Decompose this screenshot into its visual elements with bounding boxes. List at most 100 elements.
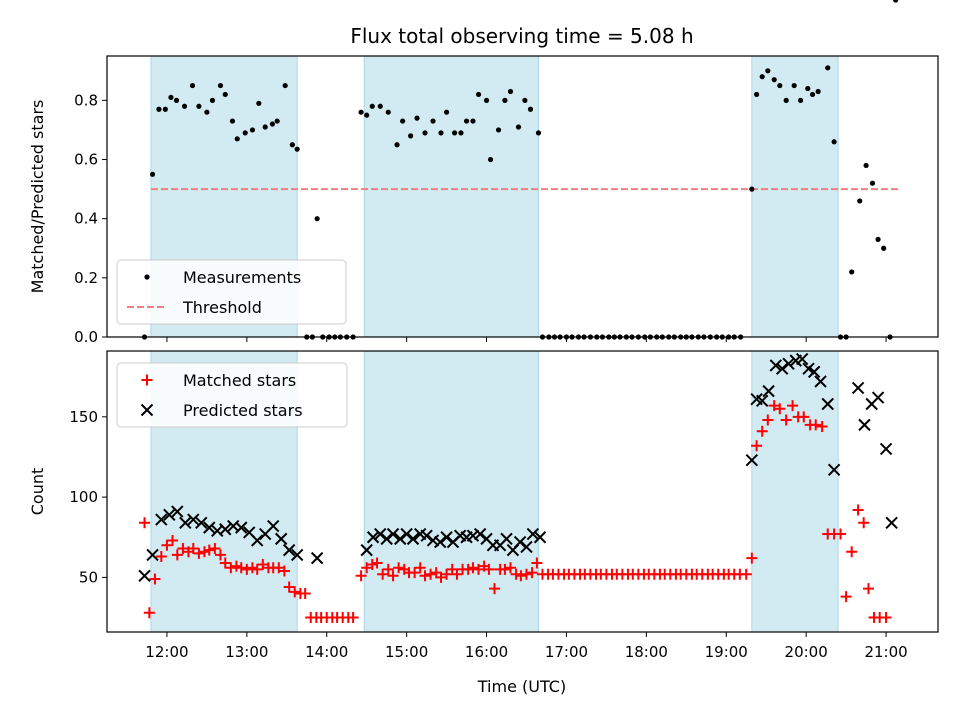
data-point: [400, 527, 413, 541]
data-point: [358, 109, 364, 115]
data-point: [880, 612, 892, 624]
data-point: [816, 420, 828, 432]
data-point: [257, 559, 269, 571]
data-point: [858, 517, 870, 529]
observing-window: [363, 350, 539, 633]
data-point: [377, 103, 383, 109]
data-point: [775, 362, 789, 375]
data-point: [171, 505, 184, 518]
data-point: [420, 529, 433, 542]
data-point: [495, 127, 502, 133]
legend: Matched stars Predicted stars: [116, 362, 348, 428]
data-point: [507, 88, 514, 95]
data-point: [441, 568, 453, 580]
x-tick-label: 19:00: [705, 643, 748, 661]
data-point: [831, 139, 837, 145]
data-point: [290, 548, 304, 562]
data-point: [430, 567, 442, 579]
x-tick-label: 21:00: [864, 643, 907, 661]
data-point: [440, 531, 453, 544]
data-point: [881, 245, 887, 251]
data-point: [262, 124, 268, 130]
data-point: [798, 411, 810, 423]
observing-window: [363, 55, 539, 338]
data-point: [414, 115, 420, 121]
series-plus: [139, 400, 892, 624]
data-point: [513, 535, 527, 549]
y-tick-label: 50: [79, 568, 98, 586]
data-point: [470, 118, 476, 124]
data-point: [385, 109, 391, 115]
data-point: [825, 65, 831, 71]
data-point: [217, 82, 224, 89]
data-point: [366, 559, 378, 571]
data-point: [505, 562, 517, 574]
data-point: [489, 583, 501, 595]
data-point: [821, 397, 834, 411]
data-point: [273, 562, 285, 574]
data-point: [283, 581, 295, 593]
data-point: [269, 121, 276, 127]
data-point: [762, 414, 774, 426]
data-point: [520, 568, 532, 580]
data-point: [347, 612, 359, 624]
data-point: [422, 130, 428, 136]
data-point: [274, 118, 280, 124]
data-point: [155, 551, 167, 563]
data-point: [520, 540, 533, 554]
legend: Measurements Threshold: [116, 259, 347, 325]
legend-box: [116, 259, 347, 325]
data-point: [149, 573, 161, 585]
data-point: [138, 569, 151, 583]
data-point: [196, 103, 202, 109]
data-point: [463, 118, 470, 124]
legend-label: Threshold: [182, 298, 262, 317]
data-point: [862, 583, 874, 595]
data-point: [759, 74, 765, 80]
data-point: [278, 565, 290, 577]
data-point: [394, 142, 400, 148]
data-point: [406, 532, 420, 546]
x-tick-label: 15:00: [385, 643, 428, 661]
legend-label: Predicted stars: [183, 401, 303, 420]
series-cross: [138, 352, 898, 583]
data-point: [171, 549, 183, 561]
data-point: [241, 563, 253, 575]
x-tick-label: 13:00: [225, 643, 268, 661]
data-point: [451, 568, 463, 580]
data-point: [782, 357, 795, 371]
data-point: [181, 103, 188, 109]
data-point: [256, 100, 262, 106]
data-point: [458, 130, 464, 136]
data-point: [451, 130, 458, 136]
data-point: [360, 543, 373, 557]
data-point: [394, 532, 407, 546]
data-point: [499, 563, 511, 575]
data-point: [249, 127, 256, 133]
data-point: [754, 91, 760, 98]
data-point: [462, 563, 474, 575]
x-tick-label: 16:00: [465, 643, 508, 661]
data-point: [840, 591, 852, 603]
data-point: [377, 568, 389, 580]
data-point: [433, 535, 447, 549]
data-point: [780, 414, 792, 426]
data-point: [371, 557, 383, 569]
data-point: [203, 521, 216, 534]
data-point: [366, 531, 380, 544]
data-point: [526, 527, 540, 541]
data-point: [851, 381, 865, 395]
data-point: [179, 516, 192, 530]
data-point: [143, 607, 155, 619]
legend-label: Measurements: [183, 268, 301, 287]
data-point: [483, 563, 495, 575]
data-point: [414, 562, 426, 574]
data-point: [289, 142, 295, 148]
data-point: [522, 97, 528, 103]
data-point: [195, 516, 208, 530]
data-point: [783, 97, 789, 103]
data-point: [380, 532, 393, 546]
data-point: [515, 570, 527, 582]
data-point: [149, 171, 156, 177]
data-point: [235, 521, 248, 534]
